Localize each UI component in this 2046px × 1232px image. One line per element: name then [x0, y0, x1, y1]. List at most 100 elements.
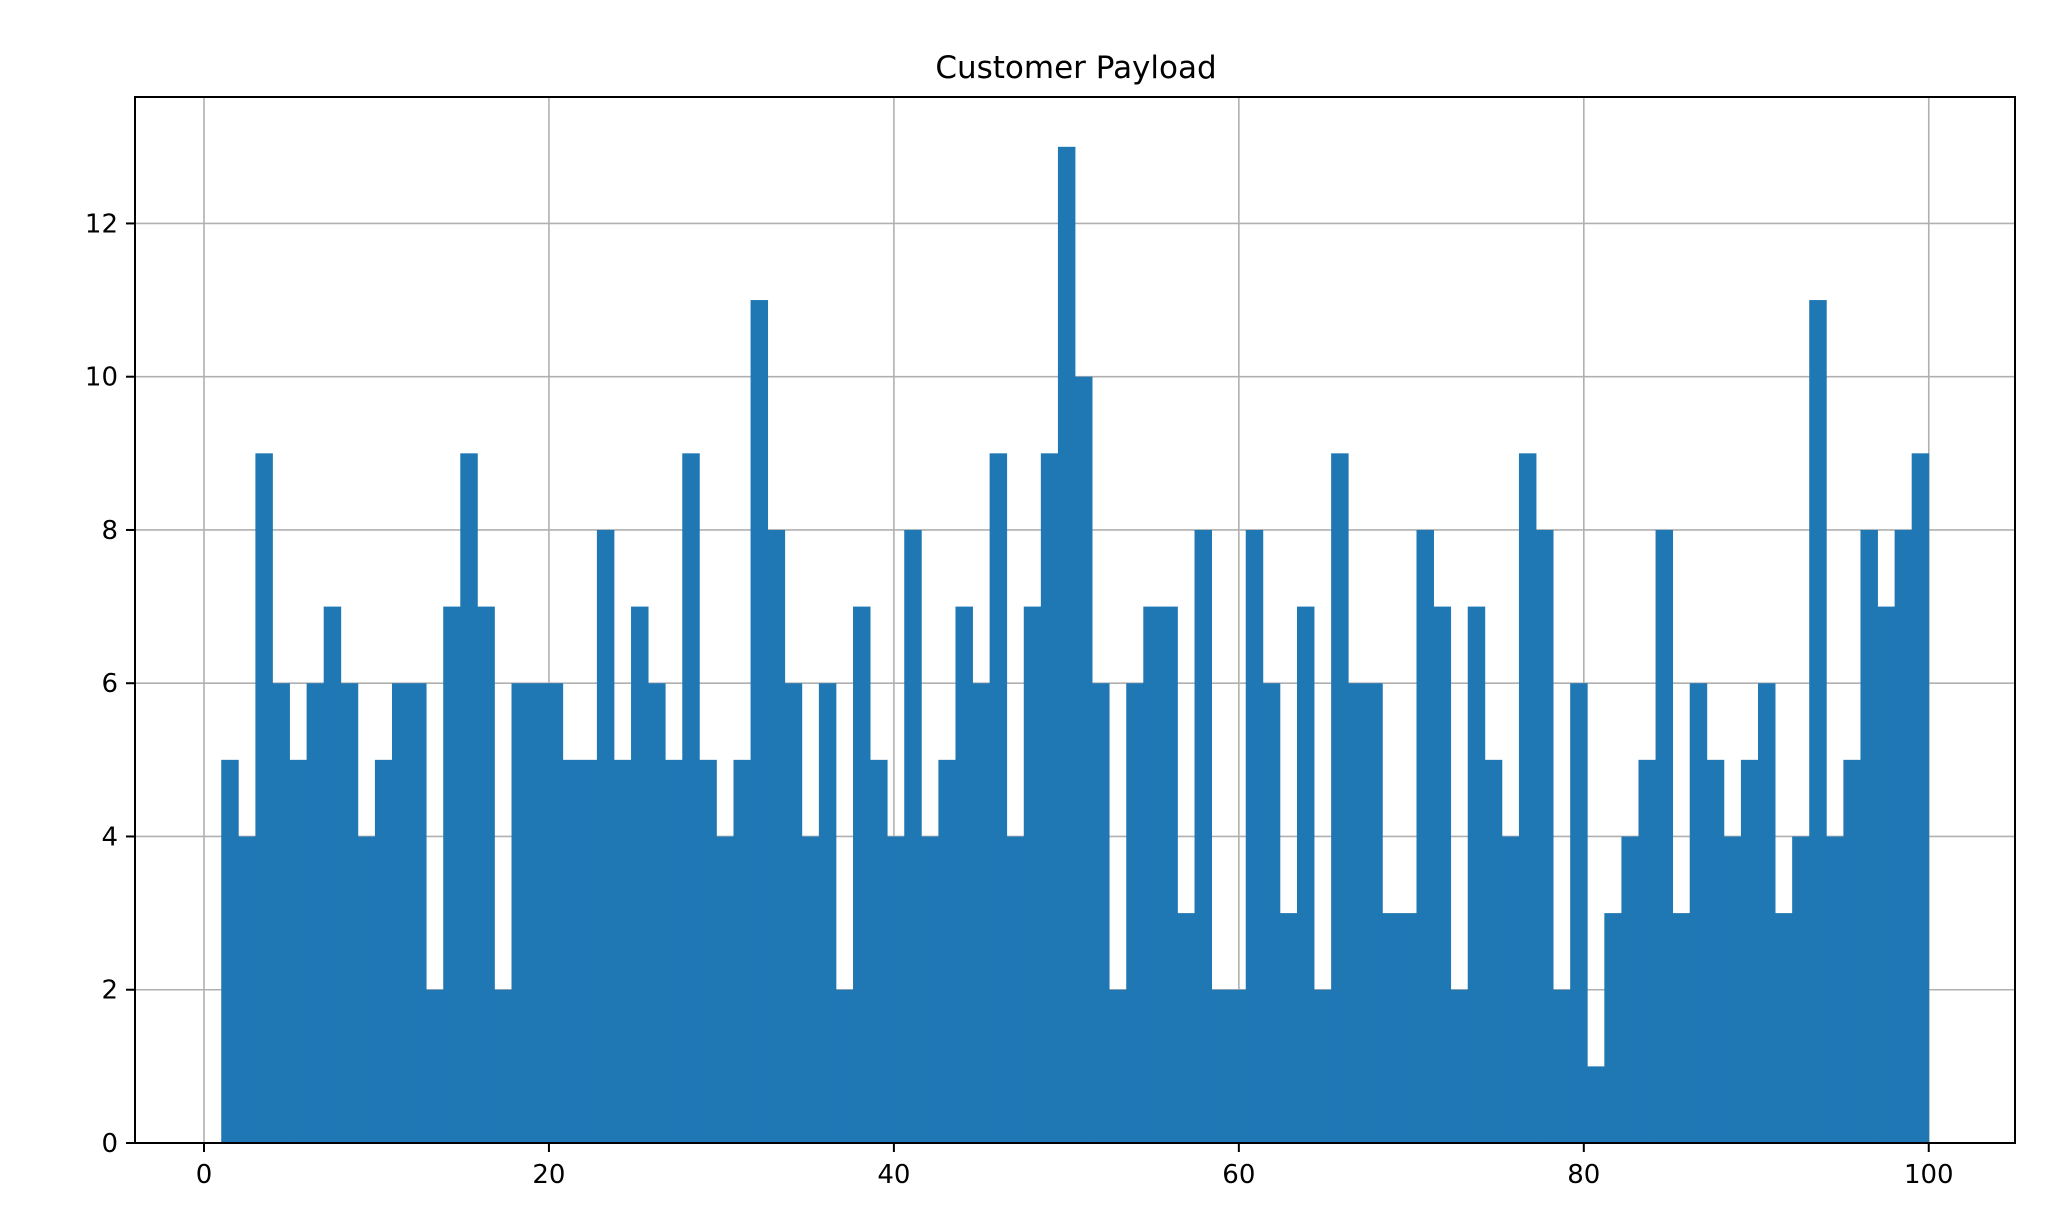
histogram-bar — [1450, 989, 1469, 1143]
histogram-bar — [682, 453, 700, 1143]
y-tick-label: 12 — [85, 209, 118, 239]
chart-title: Customer Payload — [935, 50, 1216, 86]
histogram-bar — [1177, 913, 1195, 1143]
histogram-bar — [1245, 529, 1264, 1143]
histogram-bar — [1296, 606, 1315, 1143]
histogram-bar — [1023, 606, 1042, 1143]
histogram-bar — [1826, 836, 1844, 1143]
histogram-bar — [1433, 606, 1452, 1143]
histogram-bar — [1194, 529, 1213, 1143]
histogram-bar — [1706, 759, 1725, 1143]
histogram-bar — [904, 529, 922, 1143]
histogram-bar — [1758, 683, 1776, 1143]
histogram-bar — [631, 606, 649, 1143]
histogram-bar — [289, 759, 308, 1143]
histogram-bar — [1792, 836, 1810, 1143]
histogram-bar — [1262, 683, 1281, 1143]
histogram-bar — [306, 683, 325, 1143]
histogram-bar — [733, 759, 751, 1143]
histogram-bar — [1894, 529, 1913, 1143]
histogram-bar — [1501, 836, 1520, 1143]
histogram-bar — [1809, 300, 1827, 1144]
histogram-bar — [1365, 683, 1383, 1143]
x-tick-label: 20 — [532, 1160, 565, 1190]
histogram-bar — [1279, 913, 1298, 1143]
histogram-bar — [699, 759, 717, 1143]
histogram-bar — [1553, 989, 1571, 1143]
histogram-bar — [528, 683, 547, 1143]
histogram-bar — [921, 836, 939, 1143]
histogram-bar — [1723, 836, 1742, 1143]
histogram-bar — [1126, 683, 1144, 1143]
histogram-bar — [460, 453, 478, 1143]
histogram-bar — [1672, 913, 1691, 1143]
histogram-bar — [1348, 683, 1366, 1143]
histogram-bar — [1860, 529, 1878, 1143]
y-tick-label: 8 — [101, 516, 118, 546]
x-tick-label: 40 — [877, 1160, 910, 1190]
histogram-bar — [443, 606, 461, 1143]
histogram-bar — [1740, 759, 1759, 1143]
histogram-bar — [716, 836, 734, 1143]
histogram-bar — [545, 683, 564, 1143]
histogram-bar — [1621, 836, 1639, 1143]
y-tick-label: 4 — [101, 822, 118, 852]
histogram-bar — [323, 606, 342, 1143]
histogram-bar — [1587, 1066, 1605, 1143]
axis-ticks: 0 20 40 60 80 100 0 2 4 6 8 10 12 — [85, 209, 1954, 1190]
histogram-bar — [767, 529, 786, 1143]
histogram-bar — [494, 989, 512, 1143]
y-tick-label: 10 — [85, 363, 118, 393]
histogram-bar — [1604, 913, 1622, 1143]
histogram-bar — [972, 683, 991, 1143]
histogram-bar — [835, 989, 854, 1143]
x-tick-label: 0 — [196, 1160, 213, 1190]
x-tick-label: 80 — [1567, 1160, 1600, 1190]
histogram-bar — [613, 759, 632, 1143]
histogram-bar — [1877, 606, 1896, 1143]
histogram-bar — [255, 453, 273, 1143]
y-tick-label: 6 — [101, 669, 118, 699]
histogram-bar — [1160, 606, 1178, 1143]
histogram-bar — [340, 683, 359, 1143]
histogram-bar — [1536, 529, 1554, 1143]
histogram-bar — [1689, 683, 1708, 1143]
histogram-bar — [648, 683, 666, 1143]
histogram-bar — [1382, 913, 1400, 1143]
histogram-bar — [1399, 913, 1417, 1143]
histogram-bar — [1655, 529, 1674, 1143]
histogram-bar — [391, 683, 410, 1143]
histogram-bar — [1484, 759, 1503, 1143]
histogram-bar — [272, 683, 290, 1143]
y-tick-label: 2 — [101, 976, 118, 1006]
histogram-bars — [221, 146, 1930, 1144]
histogram-bar — [477, 606, 495, 1143]
histogram-bar — [409, 683, 427, 1143]
histogram-bar — [1314, 989, 1332, 1143]
histogram-bar — [1416, 529, 1434, 1143]
histogram-bar — [238, 836, 256, 1143]
y-tick-label: 0 — [101, 1129, 118, 1159]
histogram-bar — [374, 759, 393, 1143]
histogram-bar — [1911, 453, 1930, 1143]
histogram-bar — [1109, 989, 1127, 1143]
histogram-bar — [750, 300, 769, 1144]
histogram-bar — [511, 683, 529, 1143]
histogram-bar — [1331, 453, 1349, 1143]
histogram-bar — [1006, 836, 1025, 1143]
histogram-bar — [221, 759, 239, 1143]
histogram-bar — [853, 606, 871, 1143]
histogram-bar — [1775, 913, 1793, 1143]
histogram-bar — [938, 759, 956, 1143]
histogram-bar — [1211, 989, 1230, 1143]
histogram-bar — [357, 836, 376, 1143]
histogram-bar — [1143, 606, 1161, 1143]
histogram-bar — [562, 759, 581, 1143]
histogram-bar — [1467, 606, 1486, 1143]
histogram-bar — [665, 759, 683, 1143]
histogram-bar — [1040, 453, 1059, 1143]
histogram-bar — [1057, 146, 1076, 1144]
histogram-bar — [870, 759, 888, 1143]
histogram-bar — [1570, 683, 1588, 1143]
